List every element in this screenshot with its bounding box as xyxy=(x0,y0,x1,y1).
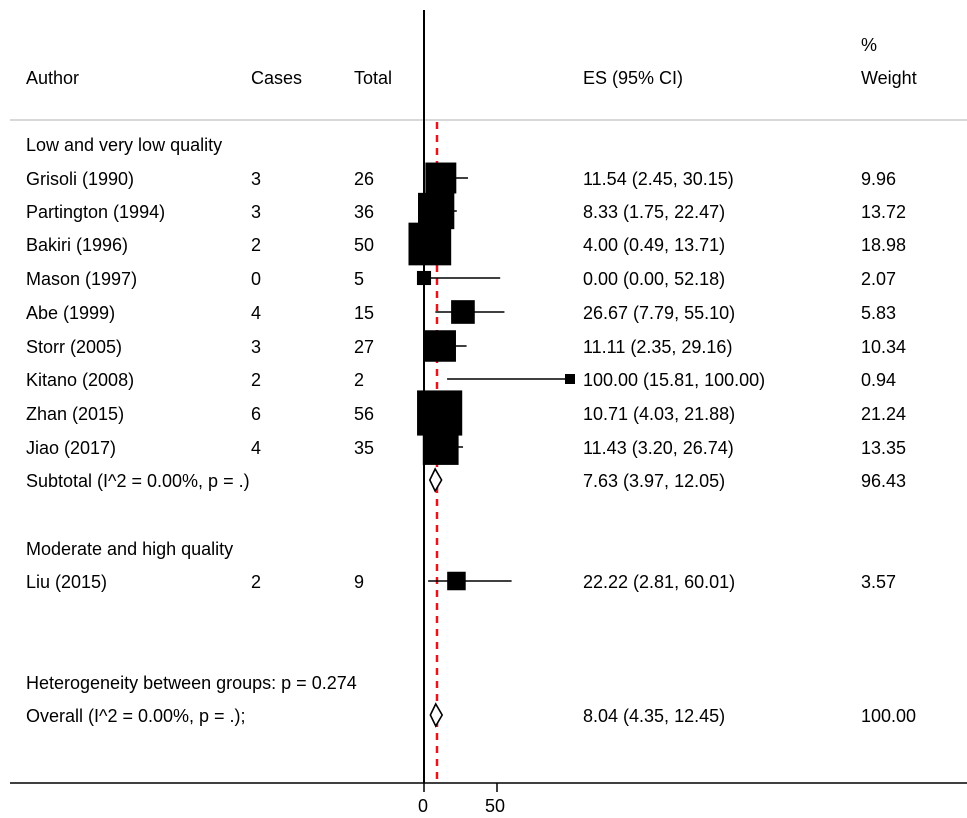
row-cases: 3 xyxy=(251,337,262,357)
row-author: Storr (2005) xyxy=(26,337,123,357)
row-cases: 0 xyxy=(251,269,262,289)
row-weight: 13.72 xyxy=(861,202,907,222)
effect-square xyxy=(408,222,452,266)
row-cases: 4 xyxy=(251,438,262,458)
row-total: 36 xyxy=(354,202,375,222)
effect-square xyxy=(447,571,466,591)
row-author: Partington (1994) xyxy=(26,202,166,222)
row-cases: 3 xyxy=(251,202,262,222)
row-author: Mason (1997) xyxy=(26,269,138,289)
overall-label: Overall (I^2 = 0.00%, p = .); xyxy=(26,706,246,726)
row-author: Abe (1999) xyxy=(26,303,116,323)
row-es: 10.71 (4.03, 21.88) xyxy=(583,404,736,424)
subtotal-weight: 96.43 xyxy=(861,471,907,491)
row-es: 11.11 (2.35, 29.16) xyxy=(583,337,733,357)
row-cases: 2 xyxy=(251,235,262,255)
row-cases: 6 xyxy=(251,404,262,424)
row-weight: 5.83 xyxy=(861,303,897,323)
effect-square xyxy=(424,330,456,362)
row-weight: 21.24 xyxy=(861,404,907,424)
row-author: Kitano (2008) xyxy=(26,370,135,390)
row-cases: 3 xyxy=(251,169,262,189)
row-weight: 3.57 xyxy=(861,572,897,592)
row-author: Liu (2015) xyxy=(26,572,108,592)
header-author: Author xyxy=(26,68,80,88)
header-weight-percent: % xyxy=(861,35,878,55)
row-author: Zhan (2015) xyxy=(26,404,125,424)
row-cases: 2 xyxy=(251,572,262,592)
row-es: 4.00 (0.49, 13.71) xyxy=(583,235,726,255)
row-cases: 4 xyxy=(251,303,262,323)
row-total: 56 xyxy=(354,404,375,424)
effect-square xyxy=(417,390,463,436)
overall-es: 8.04 (4.35, 12.45) xyxy=(583,706,726,726)
row-weight: 13.35 xyxy=(861,438,907,458)
row-total: 26 xyxy=(354,169,375,189)
row-weight: 18.98 xyxy=(861,235,907,255)
row-author: Grisoli (1990) xyxy=(26,169,135,189)
row-cases: 2 xyxy=(251,370,262,390)
x-tick-label: 50 xyxy=(485,796,506,816)
overall-weight: 100.00 xyxy=(861,706,917,726)
row-total: 27 xyxy=(354,337,375,357)
pooled-diamond xyxy=(429,702,444,728)
row-weight: 2.07 xyxy=(861,269,897,289)
row-total: 50 xyxy=(354,235,375,255)
effect-square xyxy=(451,300,475,324)
row-es: 11.43 (3.20, 26.74) xyxy=(583,438,734,458)
row-total: 15 xyxy=(354,303,375,323)
header-total: Total xyxy=(354,68,393,88)
header-es: ES (95% CI) xyxy=(583,68,684,88)
row-author: Jiao (2017) xyxy=(26,438,117,458)
row-weight: 0.94 xyxy=(861,370,897,390)
effect-square xyxy=(565,374,575,384)
group-label-high-quality: Moderate and high quality xyxy=(26,539,234,559)
row-es: 0.00 (0.00, 52.18) xyxy=(583,269,726,289)
row-total: 9 xyxy=(354,572,365,592)
effect-square xyxy=(425,162,457,194)
header-cases: Cases xyxy=(251,68,303,88)
row-es: 22.22 (2.81, 60.01) xyxy=(583,572,736,592)
row-author: Bakiri (1996) xyxy=(26,235,129,255)
row-weight: 9.96 xyxy=(861,169,897,189)
row-es: 26.67 (7.79, 55.10) xyxy=(583,303,736,323)
x-tick-label: 0 xyxy=(418,796,429,816)
group-label-low-quality: Low and very low quality xyxy=(26,135,223,155)
header-weight: Weight xyxy=(861,68,917,88)
heterogeneity-note: Heterogeneity between groups: p = 0.274 xyxy=(26,673,357,693)
effect-square xyxy=(422,429,459,465)
pooled-diamond xyxy=(428,467,443,493)
row-total: 5 xyxy=(354,269,365,289)
row-es: 100.00 (15.81, 100.00) xyxy=(583,370,766,390)
row-es: 8.33 (1.75, 22.47) xyxy=(583,202,726,222)
row-weight: 10.34 xyxy=(861,337,907,357)
effect-square xyxy=(416,270,432,286)
subtotal-label: Subtotal (I^2 = 0.00%, p = .) xyxy=(26,471,250,491)
subtotal-es: 7.63 (3.97, 12.05) xyxy=(583,471,726,491)
row-es: 11.54 (2.45, 30.15) xyxy=(583,169,734,189)
row-total: 2 xyxy=(354,370,365,390)
row-total: 35 xyxy=(354,438,375,458)
